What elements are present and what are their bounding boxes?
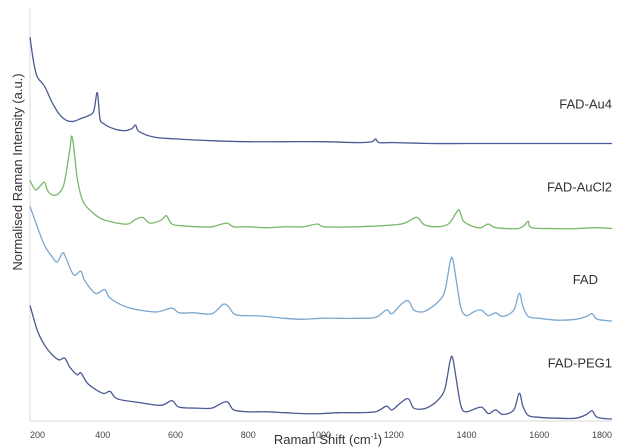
x-tick-label: 200 bbox=[30, 430, 45, 440]
series-line-fad bbox=[29, 206, 613, 322]
x-tick-label: 1400 bbox=[456, 430, 476, 440]
x-tick-label: 1600 bbox=[529, 430, 549, 440]
series-label-fad-aucl2: FAD-AuCl2 bbox=[547, 180, 612, 195]
x-tick-label: 800 bbox=[241, 430, 256, 440]
series-label-fad: FAD bbox=[573, 272, 598, 287]
x-tick-label: 600 bbox=[168, 430, 183, 440]
series-labels: FAD-Au4 FAD-AuCl2 FAD FAD-PEG1 bbox=[547, 96, 612, 370]
series-lines bbox=[29, 37, 613, 420]
x-tick-label: 1000 bbox=[311, 430, 331, 440]
series-label-fad-au4: FAD-Au4 bbox=[559, 96, 612, 111]
series-line-fad-peg1 bbox=[29, 305, 613, 420]
series-line-fad-au4 bbox=[29, 37, 612, 145]
x-tick-label: 1800 bbox=[592, 430, 612, 440]
y-axis-title: Normalised Raman Intensity (a.u.) bbox=[10, 73, 25, 270]
x-tick-label: 1200 bbox=[384, 430, 404, 440]
series-line-fad-aucl2 bbox=[29, 135, 613, 230]
series-label-fad-peg1: FAD-PEG1 bbox=[548, 355, 612, 370]
x-tick-labels: 200 400 600 800 1000 1200 1400 1600 1800 bbox=[30, 430, 612, 440]
x-tick-label: 400 bbox=[95, 430, 110, 440]
x-axis-title: Raman Shift (cm-1) bbox=[274, 432, 382, 447]
